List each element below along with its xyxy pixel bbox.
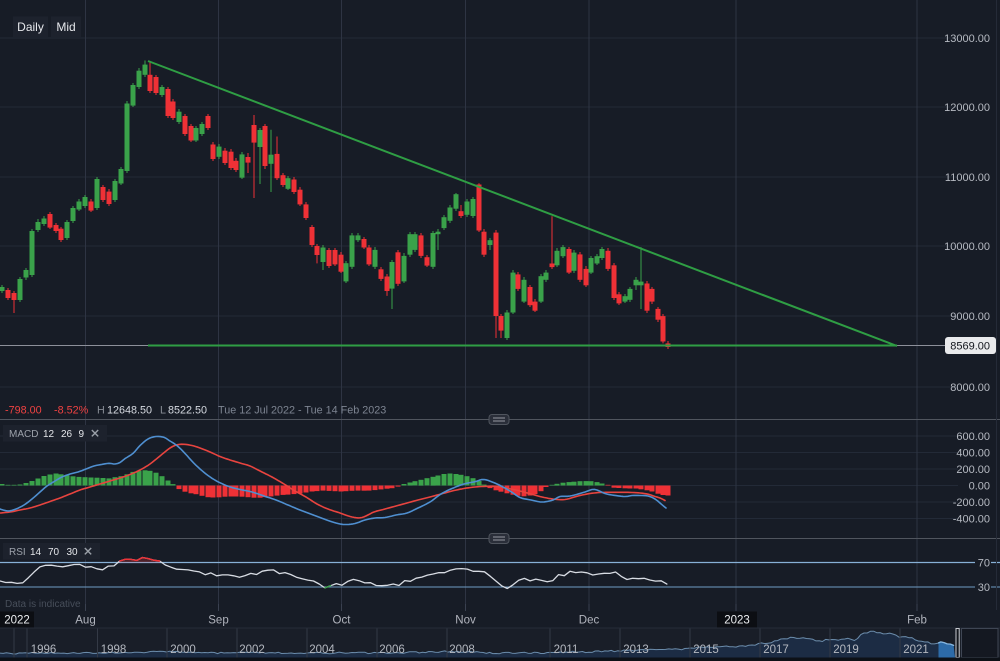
svg-text:Aug: Aug — [75, 615, 95, 627]
svg-text:2006: 2006 — [379, 644, 405, 656]
svg-text:-400.00: -400.00 — [953, 514, 990, 526]
svg-text:8569.00: 8569.00 — [950, 341, 990, 353]
svg-text:RSI: RSI — [9, 547, 26, 558]
svg-text:30: 30 — [67, 547, 79, 558]
svg-text:12648.50: 12648.50 — [107, 405, 152, 417]
svg-text:2019: 2019 — [833, 644, 859, 656]
svg-text:Dec: Dec — [579, 615, 600, 627]
svg-text:0.00: 0.00 — [969, 481, 990, 493]
svg-text:Tue 12 Jul 2022 - Tue 14 Feb 2: Tue 12 Jul 2022 - Tue 14 Feb 2023 — [218, 405, 386, 417]
svg-text:14: 14 — [30, 547, 42, 558]
svg-text:-798.00: -798.00 — [5, 405, 42, 417]
svg-text:Mid: Mid — [56, 20, 75, 34]
svg-text:8522.50: 8522.50 — [168, 405, 207, 417]
svg-text:2015: 2015 — [693, 644, 719, 656]
svg-text:10000.00: 10000.00 — [944, 241, 990, 253]
svg-text:Feb: Feb — [907, 615, 927, 627]
svg-text:Nov: Nov — [455, 615, 476, 627]
svg-text:Daily: Daily — [17, 20, 44, 34]
svg-text:8000.00: 8000.00 — [950, 382, 990, 394]
svg-text:13000.00: 13000.00 — [944, 33, 990, 45]
svg-text:600.00: 600.00 — [956, 431, 990, 443]
svg-text:2021: 2021 — [903, 644, 929, 656]
svg-text:2011: 2011 — [554, 644, 579, 656]
svg-text:9000.00: 9000.00 — [950, 311, 990, 323]
svg-text:12: 12 — [43, 429, 55, 440]
svg-text:Sep: Sep — [208, 615, 228, 627]
svg-text:2017: 2017 — [763, 644, 789, 656]
svg-text:Oct: Oct — [333, 615, 352, 627]
svg-text:-200.00: -200.00 — [953, 497, 990, 509]
svg-text:Data is indicative: Data is indicative — [5, 599, 81, 610]
svg-text:30: 30 — [978, 582, 990, 594]
svg-text:9: 9 — [79, 429, 85, 440]
svg-text:2023: 2023 — [724, 615, 750, 627]
svg-text:11000.00: 11000.00 — [945, 172, 990, 184]
svg-text:2022: 2022 — [4, 615, 30, 627]
svg-text:26: 26 — [61, 429, 73, 440]
svg-text:2008: 2008 — [449, 644, 475, 656]
svg-text:2004: 2004 — [309, 644, 335, 656]
svg-text:12000.00: 12000.00 — [944, 102, 990, 114]
svg-text:1996: 1996 — [31, 644, 57, 656]
svg-text:L: L — [160, 405, 166, 417]
svg-text:70: 70 — [978, 558, 990, 570]
svg-text:70: 70 — [48, 547, 60, 558]
svg-text:2013: 2013 — [623, 644, 649, 656]
svg-text:MACD: MACD — [9, 429, 38, 440]
svg-text:2002: 2002 — [239, 644, 265, 656]
svg-text:-8.52%: -8.52% — [54, 405, 89, 417]
svg-text:400.00: 400.00 — [956, 448, 990, 460]
svg-text:H: H — [97, 405, 105, 417]
svg-text:200.00: 200.00 — [956, 464, 990, 476]
svg-text:2000: 2000 — [170, 644, 196, 656]
svg-text:1998: 1998 — [101, 644, 127, 656]
